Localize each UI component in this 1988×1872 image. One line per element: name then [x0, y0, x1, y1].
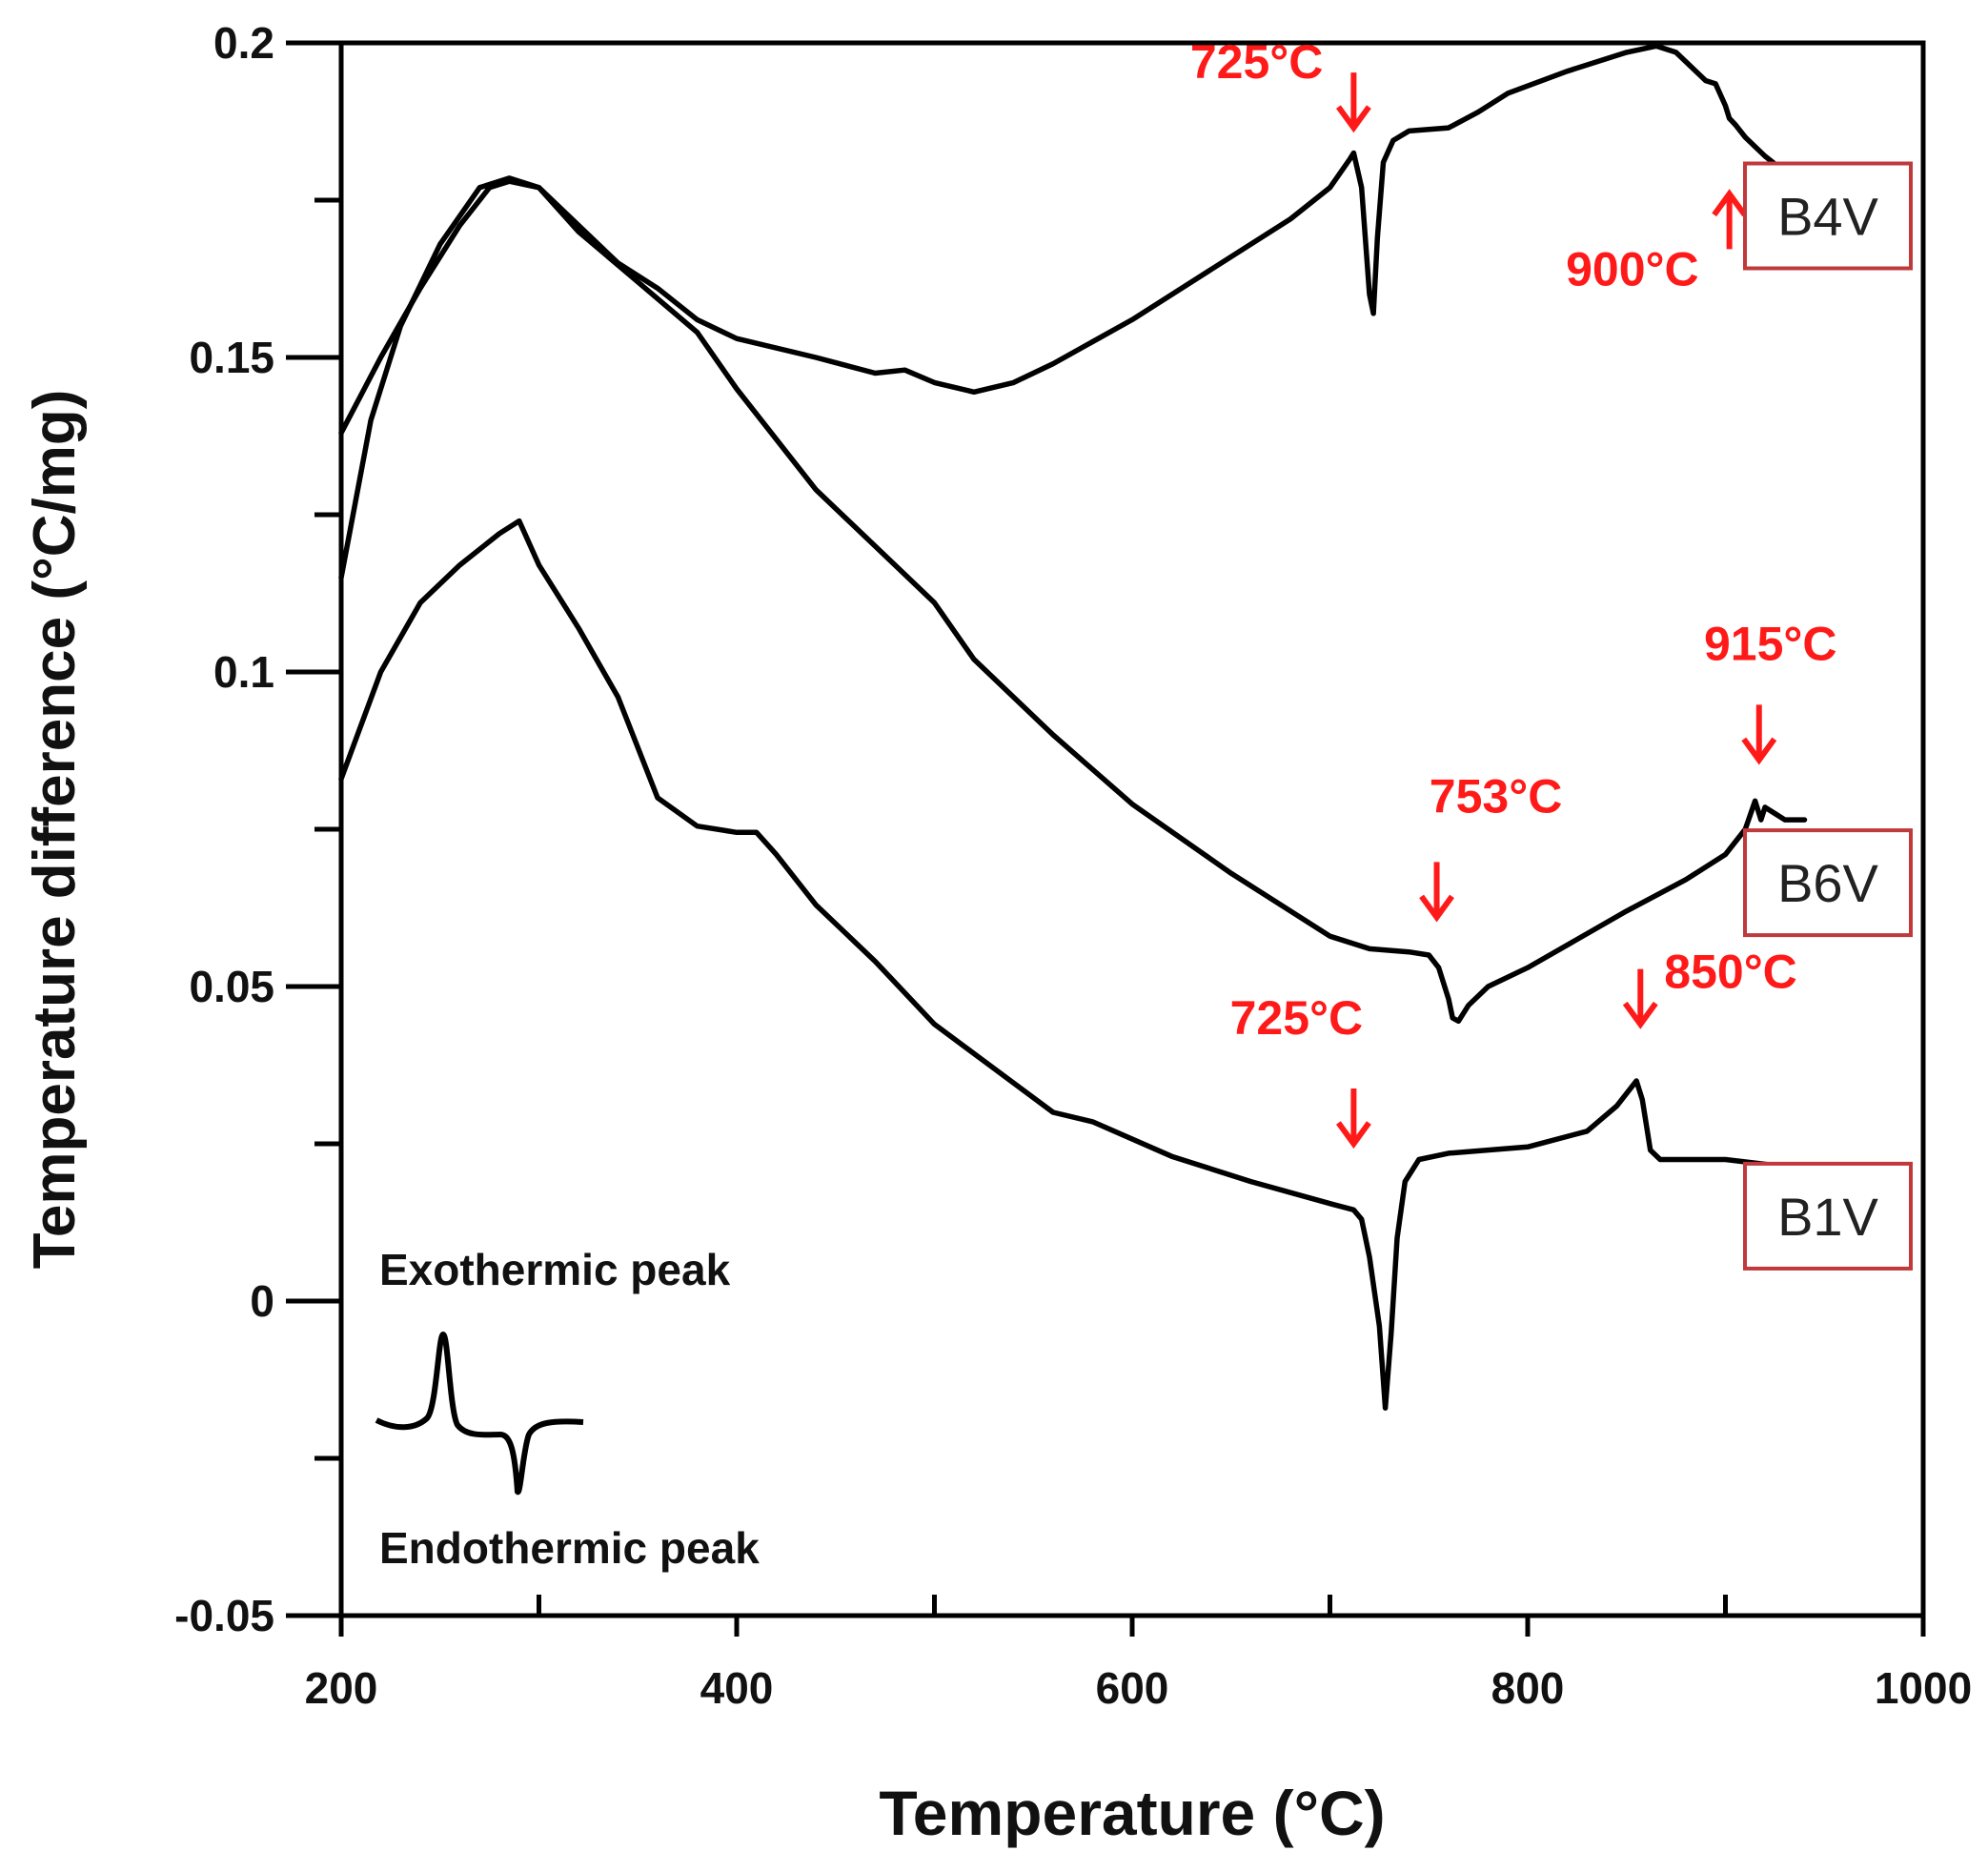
series-label-box — [1743, 161, 1913, 271]
annotation-arrow-head — [1622, 1001, 1658, 1029]
series-label-b1v: B1V — [1777, 1187, 1878, 1247]
series-line-b4v — [338, 43, 1808, 436]
series-labels: B4V B6V B1V — [1743, 161, 1913, 1271]
x-tick-label: 400 — [700, 1663, 774, 1713]
x-axis-title: Temperature (°C) — [879, 1778, 1385, 1848]
x-tick-label: 200 — [305, 1663, 378, 1713]
series-label-b6v: B6V — [1777, 853, 1878, 913]
y-tick-label: -0.05 — [174, 1591, 274, 1640]
annotation-arrow-head — [1419, 894, 1454, 923]
peak-annotations: 725°C 900°C 753°C 915°C 725°C 850°C — [1190, 35, 1837, 1150]
y-tick-label: 0.2 — [213, 18, 274, 68]
legend-exothermic-label: Exothermic peak — [379, 1245, 731, 1294]
annotation-label: 725°C — [1190, 35, 1324, 89]
legend-endothermic-label: Endothermic peak — [379, 1523, 760, 1573]
annotation-label: 725°C — [1230, 991, 1364, 1045]
x-tick-label: 600 — [1096, 1663, 1169, 1713]
annotation-arrow-head — [1335, 105, 1371, 133]
y-tick-label: 0.15 — [189, 333, 274, 382]
annotation-label: 915°C — [1704, 617, 1837, 670]
y-tick-label: 0.1 — [213, 647, 274, 697]
y-axis-title: Temperature difference (°C/mg) — [22, 390, 88, 1270]
series-line-b1v — [338, 518, 1808, 1411]
y-tick-label: 0.05 — [189, 962, 274, 1011]
series-label-b4v: B4V — [1777, 187, 1878, 247]
x-tick-label: 800 — [1491, 1663, 1565, 1713]
series-lines — [338, 43, 1808, 1411]
annotation-label: 900°C — [1566, 242, 1699, 295]
x-tick-label: 1000 — [1875, 1663, 1972, 1713]
annotation-arrow-head — [1712, 189, 1748, 217]
legend-peak-glyph — [375, 1331, 584, 1496]
series-line-b6v — [338, 175, 1808, 1025]
series-label-box — [1743, 828, 1913, 938]
y-tick-label: 0 — [250, 1276, 274, 1326]
series-label-box — [1743, 1161, 1913, 1271]
annotation-label: 850°C — [1664, 946, 1797, 999]
annotation-arrow-head — [1335, 1121, 1371, 1150]
legend: Exothermic peak Endothermic peak — [375, 1245, 760, 1573]
annotation-label: 753°C — [1430, 769, 1563, 823]
axis-ticks: 200 400 600 800 1000 0.2 0.15 0.1 0.05 0 -0.05 — [174, 18, 1972, 1713]
annotation-arrow-head — [1741, 737, 1777, 765]
